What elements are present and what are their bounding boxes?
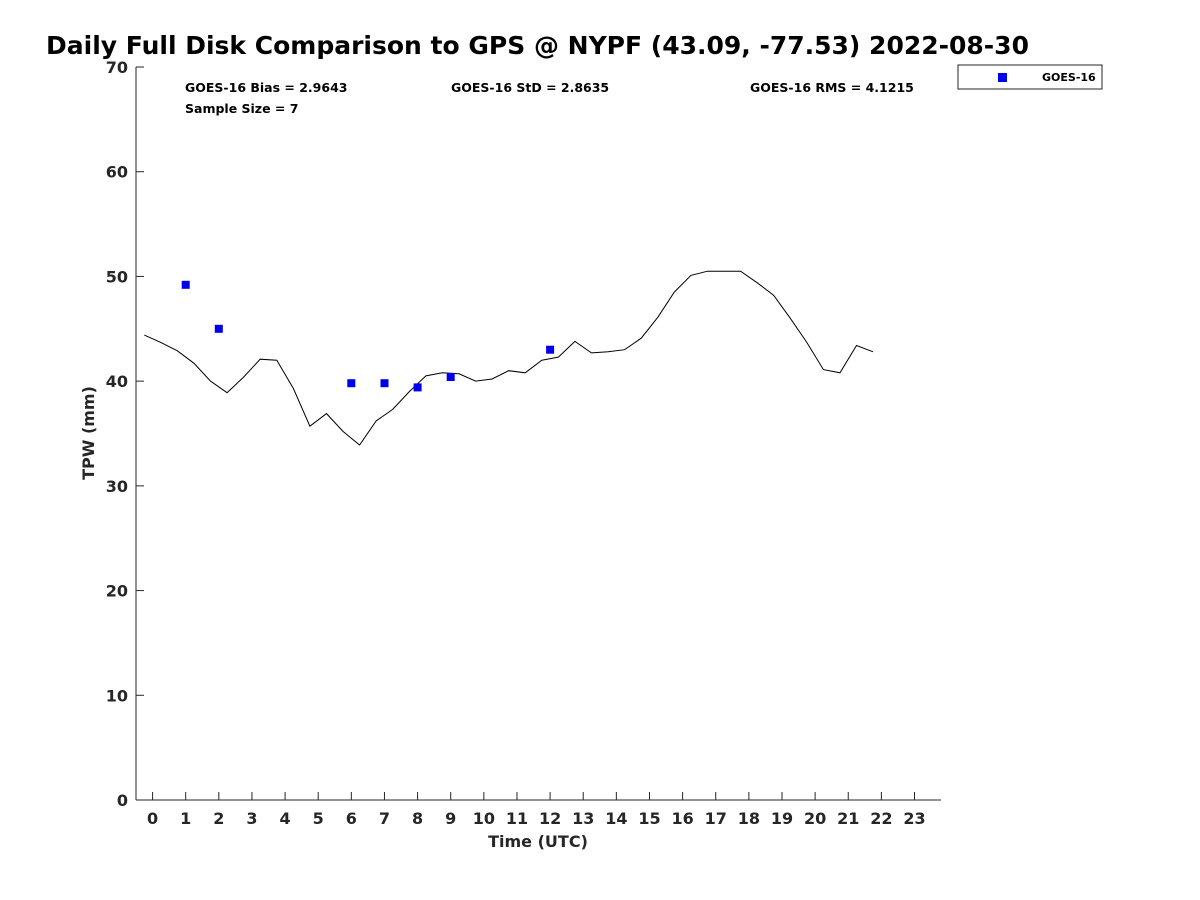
x-tick-label: 0: [147, 809, 158, 828]
goes16-point: [546, 345, 555, 354]
goes16-point: [214, 324, 223, 333]
legend-box: [957, 64, 1103, 90]
x-tick-label: 6: [346, 809, 357, 828]
legend-label: GOES-16: [1042, 71, 1096, 84]
x-tick-label: 18: [738, 809, 760, 828]
series-layer: [144, 270, 874, 446]
legend-marker: [998, 73, 1007, 82]
x-tick-label: 11: [506, 809, 528, 828]
goes16-point: [347, 379, 356, 388]
gps-tpw-line: [144, 270, 874, 446]
y-tick-label: 40: [106, 372, 128, 391]
x-tick-label: 14: [605, 809, 627, 828]
chart-title: Daily Full Disk Comparison to GPS @ NYPF…: [46, 31, 1029, 60]
x-tick-label: 10: [473, 809, 495, 828]
x-tick-label: 12: [539, 809, 561, 828]
y-tick-label: 10: [106, 686, 128, 705]
bias-annotation: GOES-16 Bias = 2.9643: [185, 80, 347, 95]
x-tick-label: 13: [572, 809, 594, 828]
x-axis-label: Time (UTC): [488, 832, 588, 851]
y-tick-label: 60: [106, 163, 128, 182]
y-ticks: 0 10 20 30 40 50 60 70: [106, 58, 144, 810]
x-tick-label: 17: [705, 809, 727, 828]
x-tick-label: 1: [180, 809, 191, 828]
goes16-point: [181, 280, 190, 289]
x-tick-label: 23: [903, 809, 925, 828]
y-tick-label: 50: [106, 267, 128, 286]
sample-size-annotation: Sample Size = 7: [185, 101, 298, 116]
std-annotation: GOES-16 StD = 2.8635: [451, 80, 609, 95]
x-tick-label: 15: [638, 809, 660, 828]
rms-annotation: GOES-16 RMS = 4.1215: [750, 80, 914, 95]
x-tick-label: 21: [837, 809, 859, 828]
x-tick-label: 20: [804, 809, 826, 828]
x-tick-label: 16: [671, 809, 693, 828]
x-tick-label: 7: [379, 809, 390, 828]
x-tick-label: 9: [445, 809, 456, 828]
y-tick-label: 0: [117, 791, 128, 810]
plot-area: [135, 67, 941, 801]
x-tick-label: 4: [280, 809, 291, 828]
x-tick-label: 19: [771, 809, 793, 828]
x-tick-label: 8: [412, 809, 423, 828]
legend: GOES-16: [957, 64, 1103, 90]
x-tick-label: 3: [246, 809, 257, 828]
x-tick-label: 22: [870, 809, 892, 828]
goes16-point: [446, 373, 455, 381]
y-axis-label: TPW (mm): [79, 386, 98, 480]
x-ticks: 0 1 2 3 4 5 6 7 8 9 10 11 12 13 14 15 16 17 18 19 20 21 22 23: [147, 792, 926, 828]
x-tick-label: 2: [213, 809, 224, 828]
y-tick-label: 20: [106, 582, 128, 601]
x-tick-label: 5: [313, 809, 324, 828]
goes16-point: [380, 379, 389, 388]
y-tick-label: 30: [106, 477, 128, 496]
y-tick-label: 70: [106, 58, 128, 77]
goes16-point: [413, 383, 422, 392]
